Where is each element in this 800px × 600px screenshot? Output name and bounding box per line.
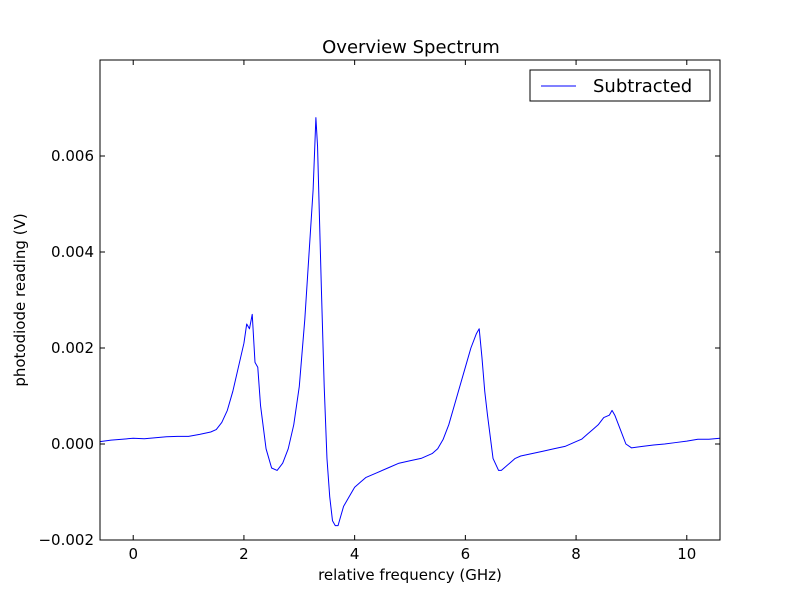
y-axis-label: photodiode reading (V) [11,213,29,386]
legend-label-subtracted: Subtracted [593,76,692,97]
plot-area [100,117,720,527]
x-tick-label: 4 [350,545,360,563]
y-tick-label: 0.002 [51,339,94,357]
x-tick-label: 8 [571,545,581,563]
x-tick-label: 2 [239,545,249,563]
y-tick-label: 0.004 [51,243,94,261]
x-tick-label: 10 [677,545,696,563]
x-tick-label: 0 [128,545,138,563]
y-tick-label: 0.000 [51,435,94,453]
x-axis-label: relative frequency (GHz) [318,566,502,584]
chart-title: Overview Spectrum [322,37,500,58]
y-tick-label: −0.002 [38,531,94,549]
x-tick-label: 6 [461,545,471,563]
legend: Subtracted [529,69,711,102]
series-line-subtracted [100,117,720,527]
axis-ticks: 0 2 4 6 8 10 −0.002 0.000 0.002 0.004 0.006 [38,60,720,563]
plot-frame [99,59,721,541]
y-tick-label: 0.006 [51,147,94,165]
